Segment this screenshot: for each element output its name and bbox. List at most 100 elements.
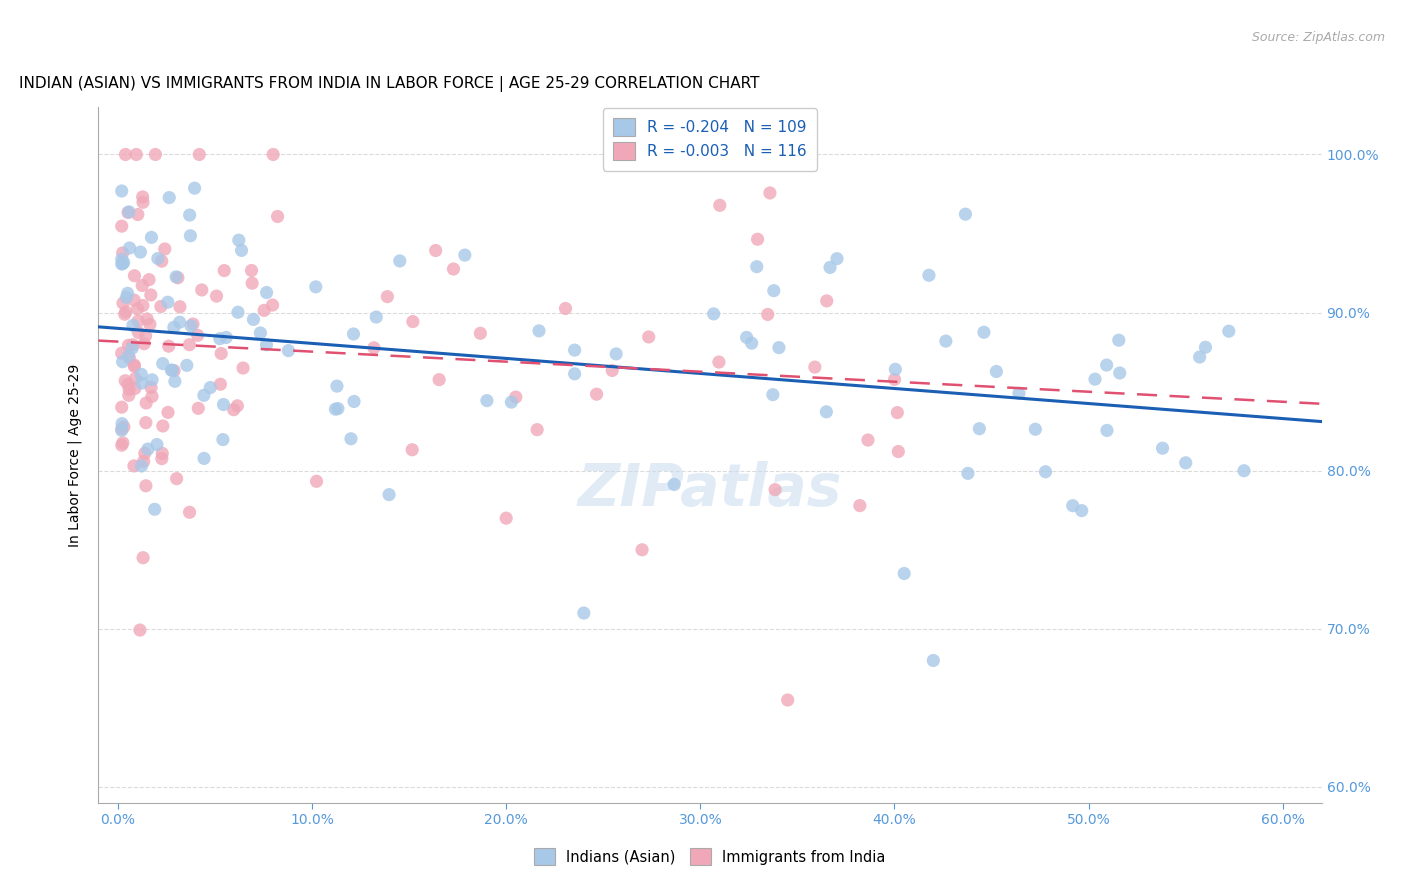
Point <box>157 405 180 419</box>
Point <box>703 307 725 321</box>
Point <box>1070 503 1092 517</box>
Point <box>454 248 477 262</box>
Point <box>146 252 169 266</box>
Point <box>1188 350 1211 364</box>
Point <box>165 269 187 284</box>
Point <box>135 479 157 493</box>
Point <box>804 360 827 375</box>
Point <box>1008 386 1031 401</box>
Point <box>277 343 299 358</box>
Point <box>585 387 607 401</box>
Point <box>122 338 145 352</box>
Point <box>169 315 191 329</box>
Point <box>124 359 146 374</box>
Point <box>136 312 159 326</box>
Point <box>305 280 328 294</box>
Point <box>325 402 347 417</box>
Point <box>179 228 201 243</box>
Point <box>122 318 145 333</box>
Point <box>955 207 977 221</box>
Point <box>762 387 785 401</box>
Point <box>363 341 385 355</box>
Point <box>768 341 790 355</box>
Point <box>163 364 186 378</box>
Point <box>401 442 423 457</box>
Point <box>114 307 136 321</box>
Point <box>156 295 179 310</box>
Point <box>157 339 180 353</box>
Point <box>153 242 176 256</box>
Point <box>180 318 202 333</box>
Point <box>973 325 995 339</box>
Point <box>935 334 957 348</box>
Point <box>402 315 425 329</box>
Point <box>366 310 388 324</box>
Point <box>340 432 363 446</box>
Point <box>139 318 162 332</box>
Point <box>262 147 284 161</box>
Point <box>136 442 159 456</box>
Point <box>150 451 173 466</box>
Point <box>111 184 134 198</box>
Point <box>131 376 153 390</box>
Point <box>818 260 841 275</box>
Point <box>169 300 191 314</box>
Point <box>139 380 162 394</box>
Point <box>118 351 141 365</box>
Point <box>200 380 222 394</box>
Point <box>135 396 157 410</box>
Point <box>145 147 167 161</box>
Point <box>662 477 685 491</box>
Point <box>470 326 492 341</box>
Point <box>240 263 263 277</box>
Point <box>114 147 136 161</box>
Point <box>124 381 146 395</box>
Point <box>152 419 174 434</box>
Point <box>111 346 134 360</box>
Point <box>163 320 186 334</box>
Point <box>762 284 785 298</box>
Point <box>342 326 364 341</box>
Point <box>741 336 763 351</box>
Point <box>501 395 523 409</box>
Point <box>157 191 180 205</box>
Point <box>138 273 160 287</box>
Point <box>179 208 201 222</box>
Point <box>1095 424 1118 438</box>
Point <box>240 276 263 290</box>
Point <box>388 254 411 268</box>
Point <box>166 472 188 486</box>
Point <box>266 210 288 224</box>
Point <box>886 406 908 420</box>
Point <box>205 289 228 303</box>
Point <box>709 198 731 212</box>
Point <box>117 349 139 363</box>
Point <box>256 285 278 300</box>
Point <box>141 230 163 244</box>
Point <box>747 232 769 246</box>
Point <box>179 337 201 351</box>
Point <box>1174 456 1197 470</box>
Point <box>193 388 215 402</box>
Point <box>1194 340 1216 354</box>
Point <box>789 147 811 161</box>
Point <box>1108 366 1130 380</box>
Point <box>1095 358 1118 372</box>
Point <box>249 326 271 340</box>
Point <box>187 401 209 416</box>
Point <box>111 219 134 234</box>
Point <box>209 346 232 360</box>
Point <box>117 205 139 219</box>
Point <box>134 446 156 460</box>
Point <box>111 422 134 436</box>
Point <box>756 308 779 322</box>
Point <box>139 288 162 302</box>
Point <box>1084 372 1107 386</box>
Point <box>564 343 586 357</box>
Point <box>111 256 134 270</box>
Point <box>150 446 173 460</box>
Point <box>825 252 848 266</box>
Point <box>1062 499 1084 513</box>
Point <box>115 290 138 304</box>
Point <box>111 246 134 260</box>
